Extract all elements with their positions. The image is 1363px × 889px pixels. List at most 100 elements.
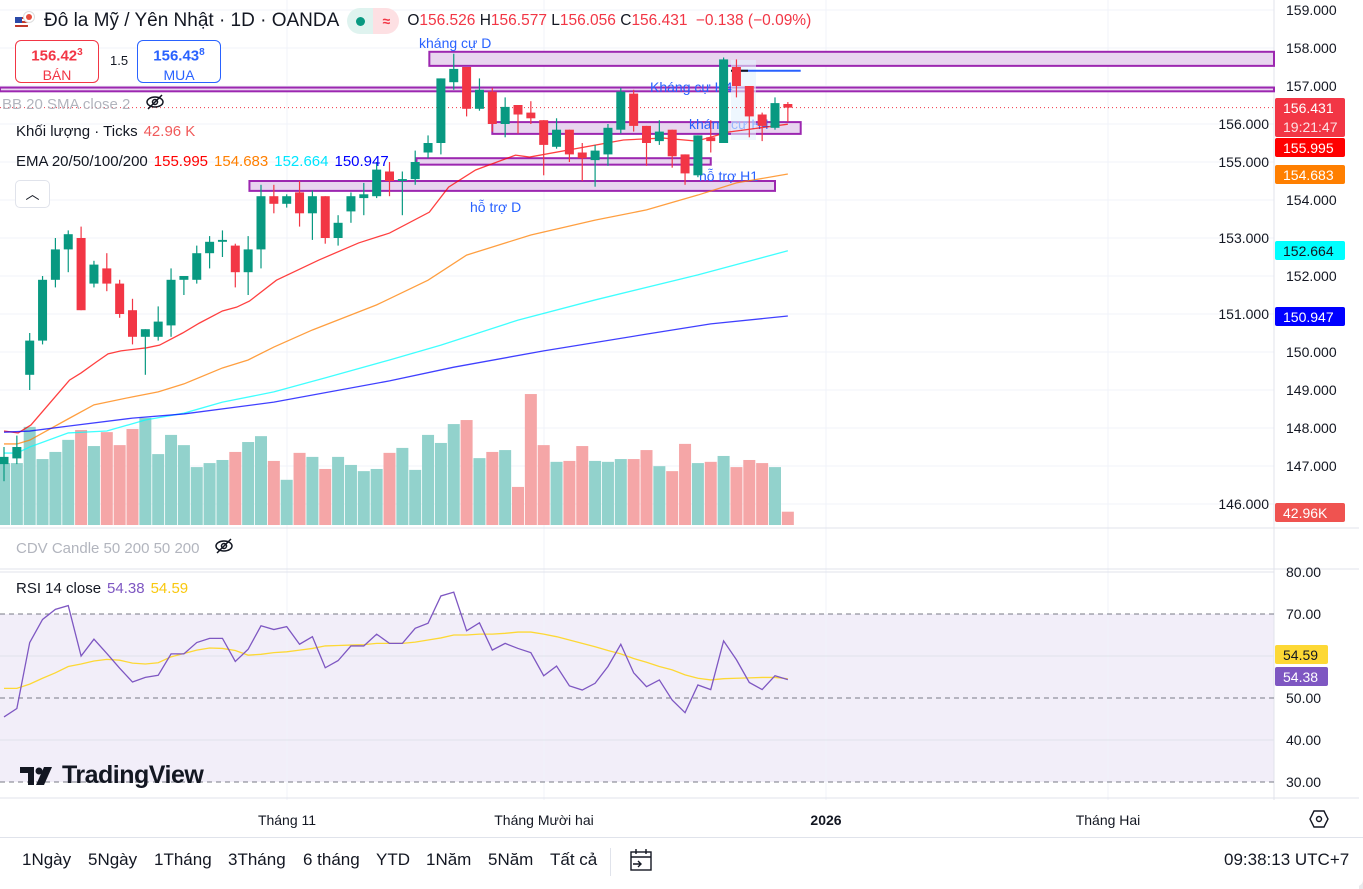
candle[interactable] [667,129,677,157]
candle[interactable] [38,279,48,341]
range-button-8[interactable]: Tất cả [550,850,598,869]
range-button-3[interactable]: 3Tháng [228,850,286,869]
candle[interactable] [295,192,305,214]
candle[interactable] [0,456,9,465]
candle[interactable] [462,67,472,109]
candle[interactable] [50,249,60,280]
candle[interactable] [192,253,202,280]
candle[interactable] [217,239,227,242]
symbol-header[interactable]: Đô la Mỹ / Yên Nhật · 1D · OANDA ≈ O156.… [14,8,811,34]
candle[interactable] [372,169,382,197]
candle[interactable] [269,196,279,204]
eye-off-icon[interactable] [213,537,235,559]
candle[interactable] [719,59,729,143]
candle[interactable] [487,91,497,124]
legend-rsi[interactable]: RSI 14 close 54.38 54.59 [16,580,189,597]
candle[interactable] [436,78,446,143]
candle[interactable] [693,135,703,176]
legend-bb[interactable]: BB 20 SMA close 2 [2,93,166,115]
candle[interactable] [230,245,240,273]
buy-button[interactable]: 156.438 MUA [137,40,221,83]
go-to-date-calendar-icon[interactable] [628,847,654,878]
candle[interactable] [423,143,433,153]
candle[interactable] [770,103,780,128]
candle[interactable] [12,447,22,459]
candle[interactable] [629,93,639,126]
candle[interactable] [552,129,562,147]
candle[interactable] [359,194,369,199]
range-button-2[interactable]: 1Tháng [154,850,212,869]
candle[interactable] [474,89,484,109]
candle[interactable] [731,67,741,86]
zone-rect[interactable] [248,180,776,192]
range-button-4[interactable]: 6 tháng [303,850,360,869]
candle[interactable] [320,196,330,238]
collapse-legend-button[interactable]: ︿ [15,180,50,208]
candle[interactable] [654,131,664,142]
candle[interactable] [76,238,86,311]
candle[interactable] [577,152,587,159]
symbol-title[interactable]: Đô la Mỹ / Yên Nhật · 1D · OANDA [44,10,340,31]
zone-label[interactable]: hỗ trợ D [470,199,521,215]
candle[interactable] [757,114,767,126]
candle[interactable] [783,104,793,108]
candle[interactable] [513,105,523,115]
legend-ema[interactable]: EMA 20/50/100/200 155.995 154.683 152.66… [16,153,389,170]
status-pill[interactable]: ≈ [347,8,400,34]
legend-cdv[interactable]: CDV Candle 50 200 50 200 [16,537,235,559]
candle[interactable] [256,196,266,250]
zone-label[interactable]: kháng cự H4 [689,116,769,132]
candle[interactable] [500,106,510,124]
range-button-6[interactable]: 1Năm [426,850,472,869]
drawings[interactable]: kháng cự D Kháng cự H4 kháng cự H4 hỗ trợ D… [0,35,1275,215]
candle[interactable] [153,321,163,337]
range-button-1[interactable]: 5Ngày [88,850,138,869]
candle[interactable] [140,329,150,337]
candle[interactable] [115,283,125,314]
candle[interactable] [526,112,536,119]
zone-rect[interactable] [428,50,1275,67]
candle[interactable] [282,196,292,204]
range-button-5[interactable]: YTD [376,850,410,869]
candle[interactable] [706,137,716,142]
candle[interactable] [564,129,574,155]
settings-icon[interactable] [1309,809,1329,834]
clock-timezone[interactable]: 09:38:13 UTC+7 [1224,850,1350,869]
candle[interactable] [616,91,626,130]
sell-button[interactable]: 156.423 BÁN [15,40,99,83]
candle[interactable] [333,222,343,238]
candle[interactable] [243,249,253,273]
legend-volume[interactable]: Khối lượng · Ticks 42.96 K [16,123,196,140]
candle[interactable] [744,86,754,117]
candle[interactable] [307,196,317,214]
candle[interactable] [397,179,407,181]
range-button-7[interactable]: 5Năm [488,850,534,869]
candle[interactable] [449,68,459,83]
zone-rect[interactable] [415,157,712,166]
zone-label[interactable]: hỗ trợ H1 [699,168,758,184]
eye-off-icon[interactable] [144,93,166,115]
candle[interactable] [128,310,137,337]
candle[interactable] [680,154,690,174]
candle[interactable] [179,276,189,280]
candle[interactable] [89,264,99,284]
candle[interactable] [590,150,600,161]
candle[interactable] [385,171,394,182]
candle[interactable] [205,241,215,254]
candle[interactable] [410,162,420,180]
zone-label[interactable]: Kháng cự H4 [650,79,733,95]
candle[interactable] [25,340,35,375]
candle[interactable] [346,196,356,212]
zone-label[interactable]: kháng cự D [419,35,491,51]
candle[interactable] [539,120,549,145]
tradingview-logo[interactable]: TradingView [20,761,204,790]
candle[interactable] [102,268,112,284]
candles[interactable] [0,53,793,482]
zone-rect[interactable] [0,86,1275,93]
range-button-0[interactable]: 1Ngày [22,850,72,869]
candle[interactable] [603,127,613,155]
candle[interactable] [166,279,176,326]
candle[interactable] [63,234,73,250]
candle[interactable] [642,125,651,143]
